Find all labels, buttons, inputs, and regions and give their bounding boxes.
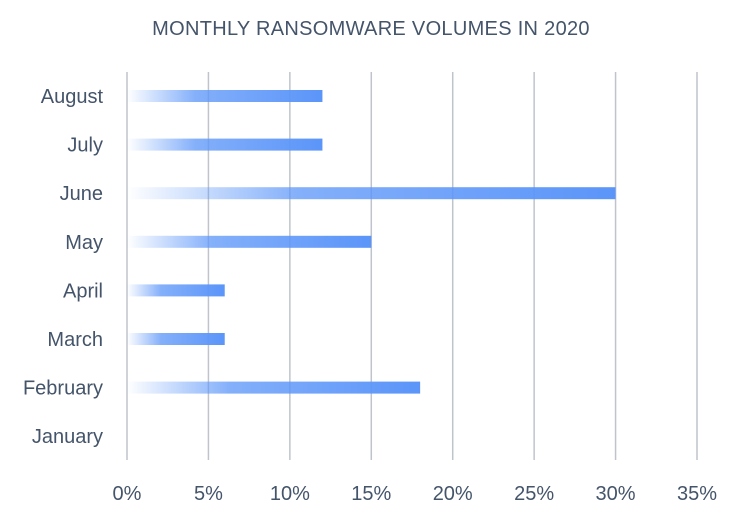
category-label: July: [67, 135, 103, 157]
bars: [127, 90, 616, 394]
category-label: February: [23, 378, 103, 400]
x-tick-label: 35%: [677, 483, 717, 505]
bar: [127, 333, 225, 345]
bar: [127, 90, 323, 102]
bar: [127, 138, 323, 151]
chart-title: MONTHLY RANSOMWARE VOLUMES IN 2020: [152, 18, 590, 40]
x-tick-label: 30%: [596, 483, 636, 505]
x-tick-label: 15%: [351, 483, 391, 505]
category-label: March: [47, 329, 103, 351]
category-label: May: [65, 232, 103, 254]
bar: [127, 381, 421, 394]
x-tick-label: 25%: [514, 483, 554, 505]
category-label: April: [63, 280, 103, 302]
bar: [127, 187, 616, 200]
x-tick-label: 20%: [433, 483, 473, 505]
bar: [127, 284, 225, 297]
x-tick-label: 0%: [113, 483, 142, 505]
category-label: January: [32, 426, 103, 448]
category-label: June: [60, 183, 103, 205]
category-labels: January February March April May June July Augu…: [23, 86, 103, 448]
x-tick-label: 5%: [194, 483, 223, 505]
category-label: August: [41, 86, 104, 108]
x-tick-labels: 0% 5% 10% 15% 20% 25% 30% 35%: [113, 483, 718, 505]
x-tick-label: 10%: [270, 483, 310, 505]
bar: [127, 235, 372, 248]
gridlines: [126, 72, 698, 460]
